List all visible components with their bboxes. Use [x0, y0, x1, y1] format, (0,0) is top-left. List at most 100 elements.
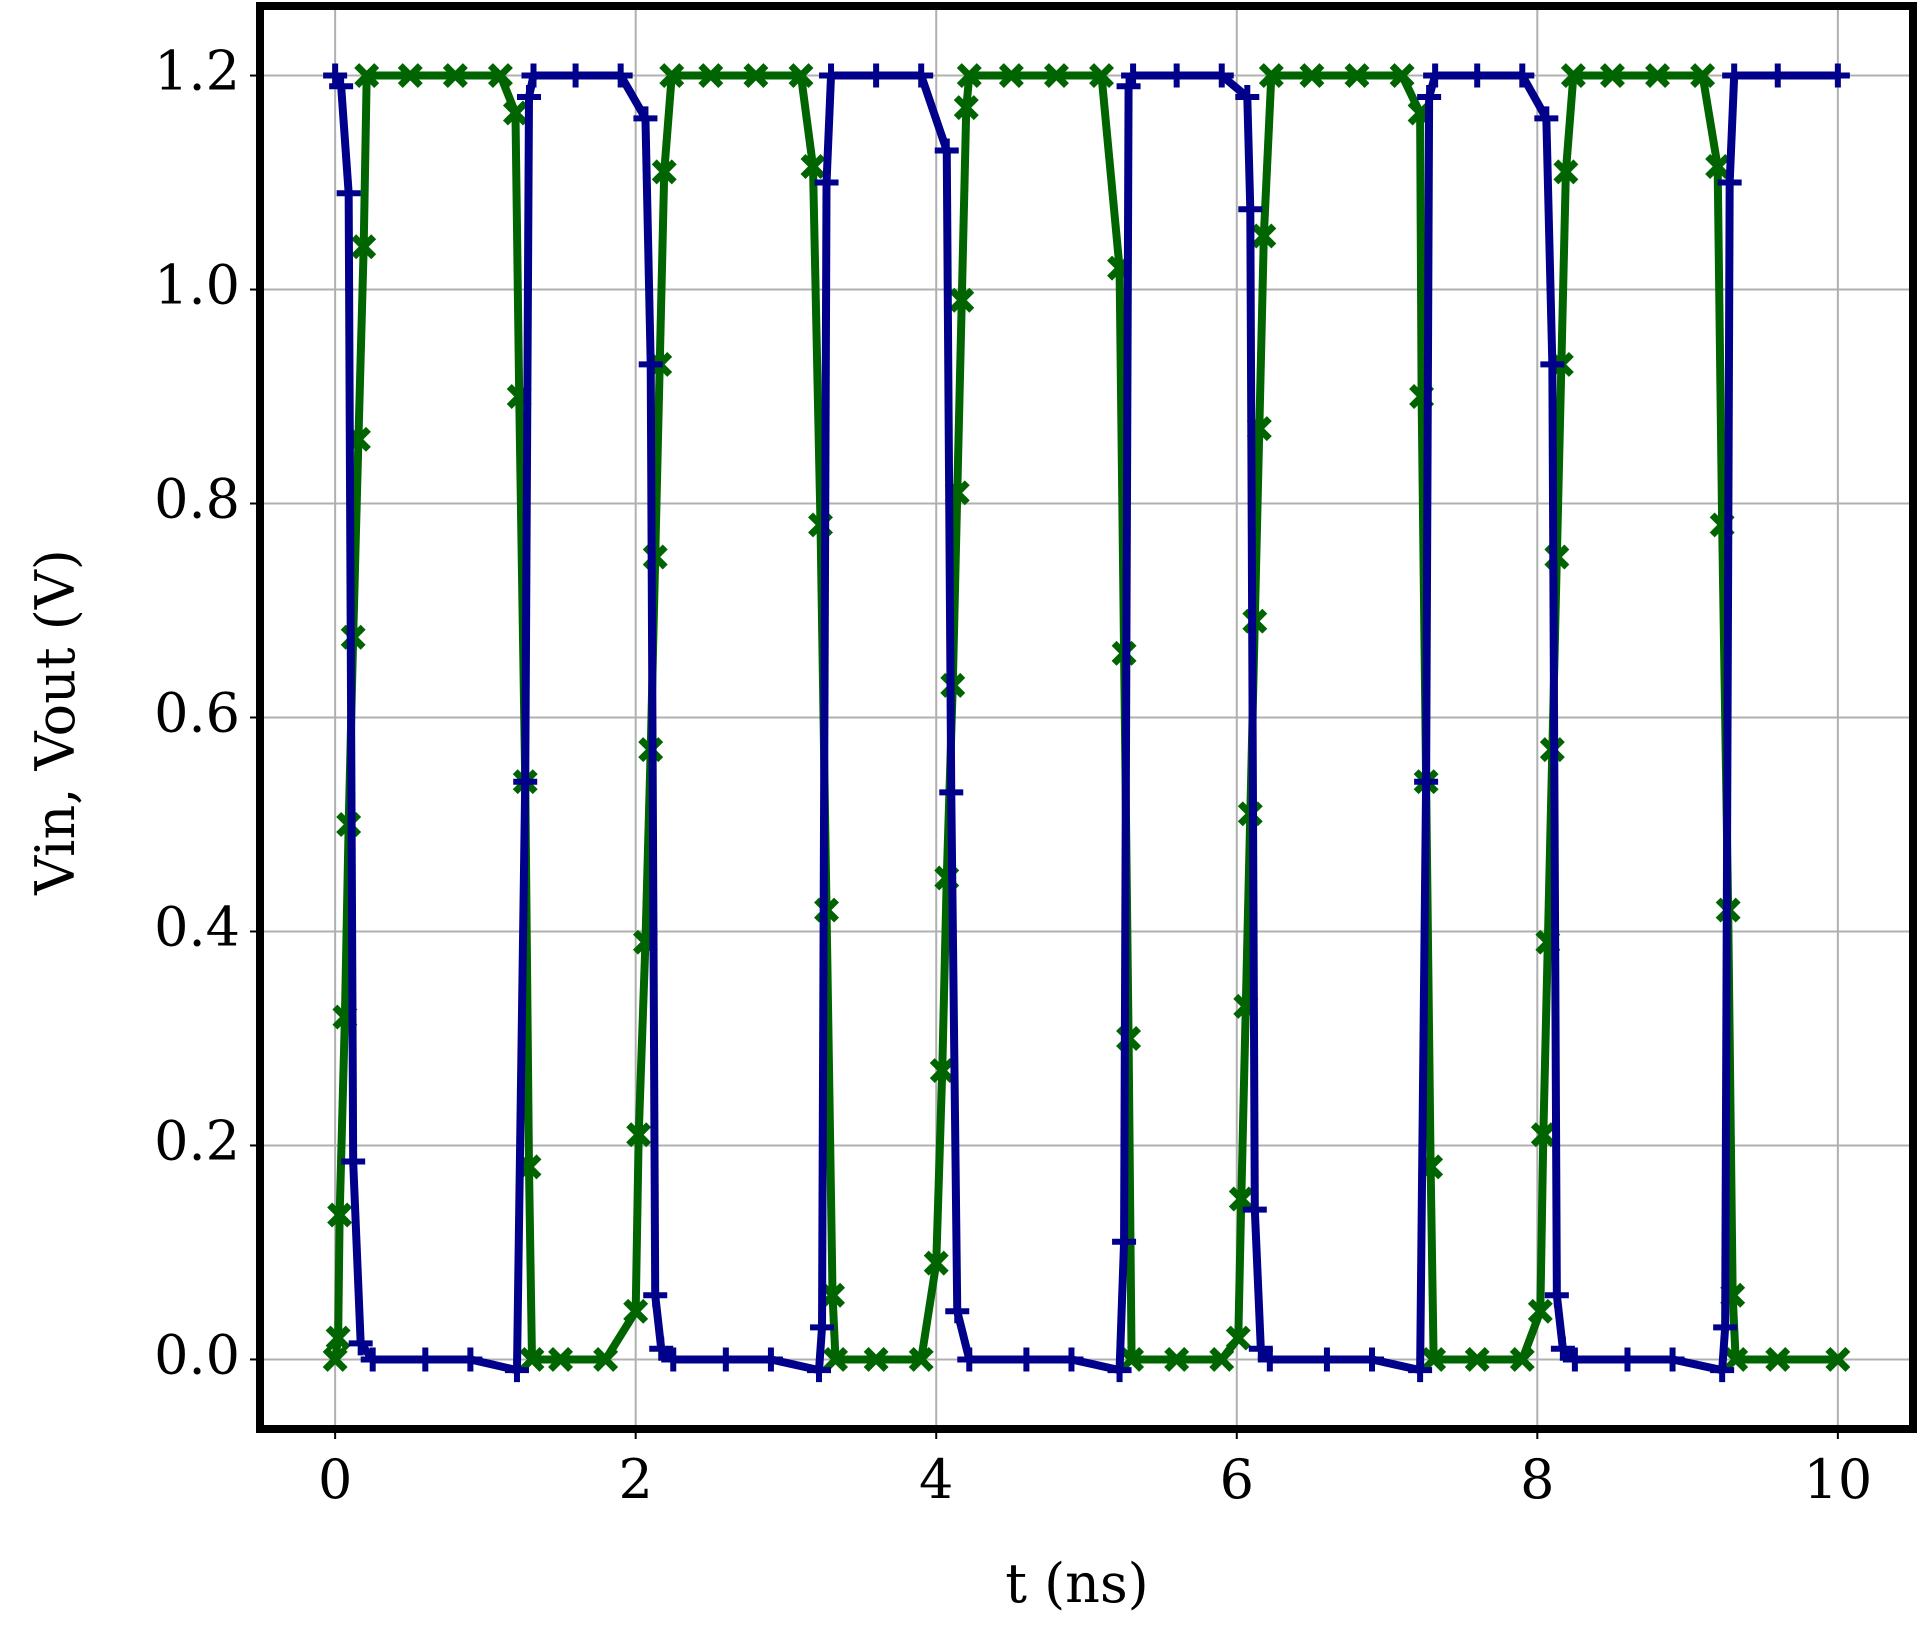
marker [1112, 1229, 1137, 1254]
marker [1107, 1358, 1132, 1383]
marker [949, 287, 975, 313]
marker [649, 1336, 674, 1361]
marker [661, 1347, 686, 1372]
marker [1713, 1315, 1738, 1340]
x-tick-label: 6 [1220, 1448, 1254, 1511]
marker [1059, 1347, 1084, 1372]
marker [513, 769, 538, 794]
series-line [331, 71, 1838, 1375]
marker [1534, 106, 1559, 131]
marker [1251, 223, 1277, 249]
marker [1258, 63, 1284, 89]
marker [341, 1149, 366, 1174]
marker [1014, 1347, 1039, 1372]
marker [923, 1250, 949, 1276]
marker [945, 1299, 970, 1324]
marker [934, 138, 959, 163]
marker [823, 1346, 849, 1372]
marker [909, 63, 934, 88]
marker [563, 63, 588, 88]
marker [1043, 63, 1069, 89]
marker [1228, 1186, 1254, 1212]
marker [360, 1347, 385, 1372]
marker [516, 84, 541, 109]
marker [1765, 1346, 1791, 1372]
marker [1464, 1346, 1490, 1372]
marker [608, 63, 633, 88]
marker [1299, 63, 1325, 89]
marker [487, 63, 513, 89]
marker [623, 1298, 649, 1324]
x-tick-label: 8 [1520, 1448, 1554, 1511]
marker [348, 1331, 373, 1356]
y-tick-label: 0.2 [154, 1109, 240, 1172]
marker [929, 1058, 955, 1084]
marker [1414, 769, 1439, 794]
marker [814, 170, 839, 195]
marker [1119, 1346, 1145, 1372]
y-tick-label: 0.4 [154, 895, 240, 958]
marker [322, 1346, 348, 1372]
y-tick-label: 1.2 [154, 40, 240, 103]
marker [1599, 63, 1625, 89]
y-tick-label: 0.6 [154, 682, 240, 745]
marker [743, 63, 769, 89]
marker [1465, 63, 1490, 88]
marker [908, 1346, 934, 1372]
marker [1723, 1346, 1749, 1372]
marker [519, 1346, 545, 1372]
marker [659, 63, 685, 89]
marker [1164, 1346, 1190, 1372]
marker [863, 1346, 889, 1372]
marker [758, 1347, 783, 1372]
marker [957, 1347, 982, 1372]
marker [1710, 1358, 1735, 1383]
marker [1527, 1298, 1553, 1324]
x-axis-label: t (ns) [1005, 1552, 1149, 1615]
marker [1562, 1347, 1587, 1372]
marker [1825, 1346, 1851, 1372]
marker [1660, 1347, 1685, 1372]
marker [1705, 154, 1731, 179]
marker [1121, 63, 1146, 88]
marker [1209, 63, 1234, 88]
marker [354, 63, 380, 89]
y-tick-label: 1.0 [154, 254, 240, 317]
marker [1540, 352, 1565, 377]
marker [698, 63, 724, 89]
marker [1717, 170, 1742, 195]
marker [953, 95, 979, 121]
marker [442, 63, 468, 89]
marker [1344, 63, 1370, 89]
marker [939, 780, 964, 805]
marker [1645, 63, 1671, 89]
marker [807, 1358, 832, 1383]
marker [1553, 159, 1579, 185]
marker [1209, 1346, 1235, 1372]
marker [1225, 1325, 1251, 1351]
marker [864, 63, 889, 88]
marker [800, 154, 826, 179]
marker [1417, 84, 1442, 109]
marker [788, 63, 814, 89]
marker [1314, 1347, 1339, 1372]
marker [351, 234, 377, 260]
marker [1615, 1347, 1640, 1372]
y-tick-label: 0.8 [154, 468, 240, 531]
marker [1360, 1347, 1385, 1372]
marker [1722, 63, 1747, 88]
marker [458, 1347, 483, 1372]
marker [521, 63, 546, 88]
marker [1530, 1122, 1556, 1148]
marker [397, 63, 423, 89]
marker [1544, 1283, 1569, 1308]
marker [329, 74, 354, 99]
marker [548, 1346, 574, 1372]
x-tick-label: 10 [1804, 1448, 1873, 1511]
marker [1257, 1347, 1282, 1372]
marker [1509, 1346, 1535, 1372]
marker [810, 1315, 835, 1340]
marker [1550, 1336, 1575, 1361]
marker [502, 100, 528, 126]
